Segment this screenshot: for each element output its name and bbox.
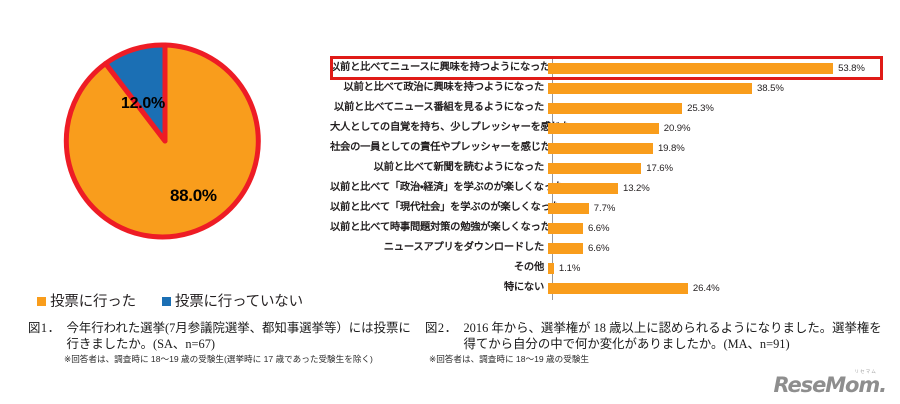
bar-fill — [548, 102, 683, 114]
logo-wordmark: ReseMom. — [773, 373, 888, 397]
bar-category-label: 以前と比べて「現代社会」を学ぶのが楽しくなった — [330, 202, 561, 213]
legend-square-blue-icon — [161, 297, 171, 306]
bar-value-label: 38.5% — [757, 82, 784, 94]
bar-track: 26.4% — [548, 278, 900, 298]
bar-fill — [548, 262, 554, 274]
bar-track: 19.8% — [548, 138, 900, 158]
bar-value-label: 13.2% — [622, 182, 650, 194]
bar-track: 7.7% — [548, 198, 900, 218]
bar-fill — [548, 162, 642, 174]
bar-category-label: 以前と比べて新聞を読むようになった — [373, 162, 545, 173]
bar-track: 1.1% — [548, 258, 900, 278]
bar-fill — [548, 182, 618, 194]
bar-category-label: 以前と比べて時事問題対策の勉強が楽しくなった — [330, 222, 551, 233]
bar-row: その他 1.1% — [330, 258, 900, 278]
bar-value-label: 6.6% — [587, 222, 610, 234]
logo-kana-text: リセマム — [854, 369, 877, 374]
legend-item-voted: 投票に行った — [37, 290, 136, 311]
pie-value-label-voted: 88.0% — [170, 186, 217, 205]
figure-2-caption: 図2． 2016 年から、選挙権が 18 歳以上に認められるようになりました。選… — [425, 320, 885, 366]
bar-value-label: 7.7% — [593, 202, 616, 214]
bar-track: 13.2% — [548, 178, 900, 198]
legend-label-voted: 投票に行った — [50, 294, 136, 310]
bar-row: ニュースアプリをダウンロードした 6.6% — [330, 238, 900, 258]
pie-chart-figure: 88.0% 12.0% 投票に行った 投票に行っていない — [0, 38, 330, 310]
figure-1-caption-tag: 図1． — [28, 321, 61, 335]
bar-fill — [548, 242, 583, 254]
bar-fill — [548, 122, 659, 134]
bar-category-label: その他 — [513, 262, 544, 273]
bar-fill — [548, 202, 589, 214]
bar-row: 以前と比べて「政治・経済」を学ぶのが楽しくなった 13.2% — [330, 178, 900, 198]
resemom-logo: リセマム ReseMom. — [773, 369, 888, 397]
figure-1-caption-note: ※回答者は、調査時に 18～19 歳の受験生(選挙時に 17 歳であった受験生を… — [64, 354, 373, 364]
bar-category-label: ニュースアプリをダウンロードした — [383, 242, 544, 253]
bar-row: 特にない 26.4% — [330, 278, 900, 298]
bar-chart-axis-line — [552, 57, 553, 300]
legend-label-not-voted: 投票に行っていない — [174, 294, 303, 310]
bar-track: 17.6% — [548, 158, 900, 178]
pie-value-label-not-voted: 12.0% — [121, 95, 165, 112]
bar-fill — [548, 222, 583, 234]
bar-fill — [548, 82, 753, 94]
bar-fill — [548, 282, 688, 294]
bar-value-label: 6.6% — [587, 242, 610, 254]
bar-value-label: 53.8% — [838, 62, 865, 74]
bar-row: 大人としての自覚を持ち、少しプレッシャーを感じた 20.9% — [330, 118, 900, 138]
bar-value-label: 1.1% — [558, 262, 581, 274]
bar-category-label: 社会の一員としての責任やプレッシャーを感じた — [330, 142, 551, 153]
bar-row: 以前と比べて「現代社会」を学ぶのが楽しくなった 7.7% — [330, 198, 900, 218]
bar-category-label: 以前と比べて政治に興味を持つようになった — [343, 82, 544, 93]
bar-category-label: 大人としての自覚を持ち、少しプレッシャーを感じた — [330, 122, 571, 133]
bar-row: 以前と比べてニュースに興味を持つようになった 53.8% — [330, 58, 900, 78]
figure-1-caption: 図1． 今年行われた選挙(7月参議院選挙、都知事選挙等）には投票に行きましたか。… — [28, 320, 418, 366]
pie-legend: 投票に行った 投票に行っていない — [30, 290, 310, 311]
bar-track: 38.5% — [548, 78, 900, 98]
bar-fill — [548, 142, 653, 154]
bar-category-label: 特にない — [503, 282, 544, 293]
bar-value-label: 20.9% — [663, 122, 691, 134]
figure-2-caption-tag: 図2． — [425, 321, 458, 335]
bar-value-label: 26.4% — [692, 282, 720, 294]
bar-category-label: 以前と比べてニュースに興味を持つようになった — [330, 62, 551, 73]
bar-track: 25.3% — [548, 98, 900, 118]
bar-track: 6.6% — [548, 218, 900, 238]
bar-value-label: 17.6% — [646, 162, 673, 174]
bar-track: 6.6% — [548, 238, 900, 258]
legend-square-orange-icon — [37, 297, 47, 306]
bar-value-label: 19.8% — [657, 142, 685, 154]
figure-2-caption-body: 2016 年から、選挙権が 18 歳以上に認められるようになりました。選挙権を得… — [463, 321, 882, 351]
bar-chart-figure: 以前と比べてニュースに興味を持つようになった 53.8% 以前と比べて政治に興味を持… — [330, 50, 900, 305]
bar-value-label: 25.3% — [687, 102, 714, 114]
bar-fill — [548, 62, 834, 74]
bar-row: 以前と比べて政治に興味を持つようになった 38.5% — [330, 78, 900, 98]
bar-row: 以前と比べてニュース番組を見るようになった 25.3% — [330, 98, 900, 118]
bar-row: 社会の一員としての責任やプレッシャーを感じた 19.8% — [330, 138, 900, 158]
bar-track: 53.8% — [548, 58, 900, 78]
bar-category-label: 以前と比べてニュース番組を見るようになった — [333, 102, 544, 113]
figure-2-caption-main: 図2． 2016 年から、選挙権が 18 歳以上に認められるようになりました。選… — [425, 320, 885, 352]
figure-2-caption-note: ※回答者は、調査時に 18～19 歳の受験生 — [429, 354, 590, 364]
bar-category-label: 以前と比べて「政治・経済」を学ぶのが楽しくなった — [330, 182, 564, 193]
bar-track: 20.9% — [548, 118, 900, 138]
figure-1-caption-main: 図1． 今年行われた選挙(7月参議院選挙、都知事選挙等）には投票に行きましたか。… — [28, 320, 418, 352]
figure-1-caption-body: 今年行われた選挙(7月参議院選挙、都知事選挙等）には投票に行きましたか。(SA、… — [66, 321, 411, 351]
pie-chart-graphic — [63, 42, 261, 240]
legend-item-not-voted: 投票に行っていない — [161, 290, 303, 311]
bar-row: 以前と比べて時事問題対策の勉強が楽しくなった 6.6% — [330, 218, 900, 238]
pie-slice-not-voted — [103, 42, 168, 144]
bar-row: 以前と比べて新聞を読むようになった 17.6% — [330, 158, 900, 178]
